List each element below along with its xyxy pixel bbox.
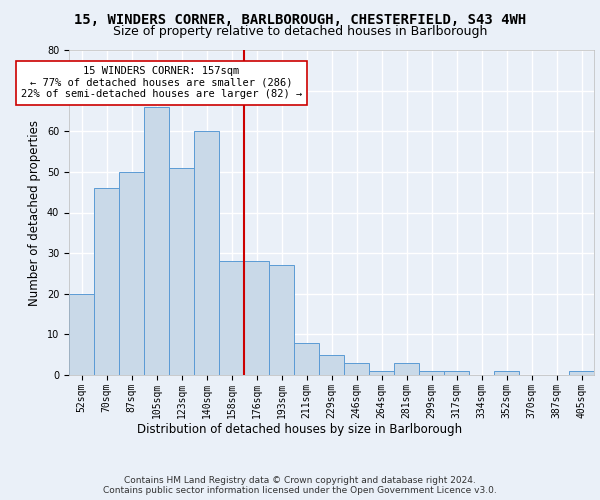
Bar	[94, 188, 119, 375]
Bar	[194, 131, 219, 375]
Y-axis label: Number of detached properties: Number of detached properties	[28, 120, 41, 306]
Bar	[444, 371, 469, 375]
Bar	[119, 172, 144, 375]
Bar	[169, 168, 194, 375]
Bar	[369, 371, 394, 375]
Text: 15 WINDERS CORNER: 157sqm
← 77% of detached houses are smaller (286)
22% of semi: 15 WINDERS CORNER: 157sqm ← 77% of detac…	[21, 66, 302, 100]
Bar	[319, 354, 344, 375]
Bar	[294, 342, 319, 375]
Text: 15, WINDERS CORNER, BARLBOROUGH, CHESTERFIELD, S43 4WH: 15, WINDERS CORNER, BARLBOROUGH, CHESTER…	[74, 12, 526, 26]
Text: Contains HM Land Registry data © Crown copyright and database right 2024.
Contai: Contains HM Land Registry data © Crown c…	[103, 476, 497, 495]
Bar	[344, 363, 369, 375]
Bar	[494, 371, 519, 375]
Bar	[144, 107, 169, 375]
Bar	[244, 261, 269, 375]
Text: Distribution of detached houses by size in Barlborough: Distribution of detached houses by size …	[137, 422, 463, 436]
Bar	[569, 371, 594, 375]
Bar	[394, 363, 419, 375]
Bar	[419, 371, 444, 375]
Text: Size of property relative to detached houses in Barlborough: Size of property relative to detached ho…	[113, 25, 487, 38]
Bar	[219, 261, 244, 375]
Bar	[69, 294, 94, 375]
Bar	[269, 266, 294, 375]
